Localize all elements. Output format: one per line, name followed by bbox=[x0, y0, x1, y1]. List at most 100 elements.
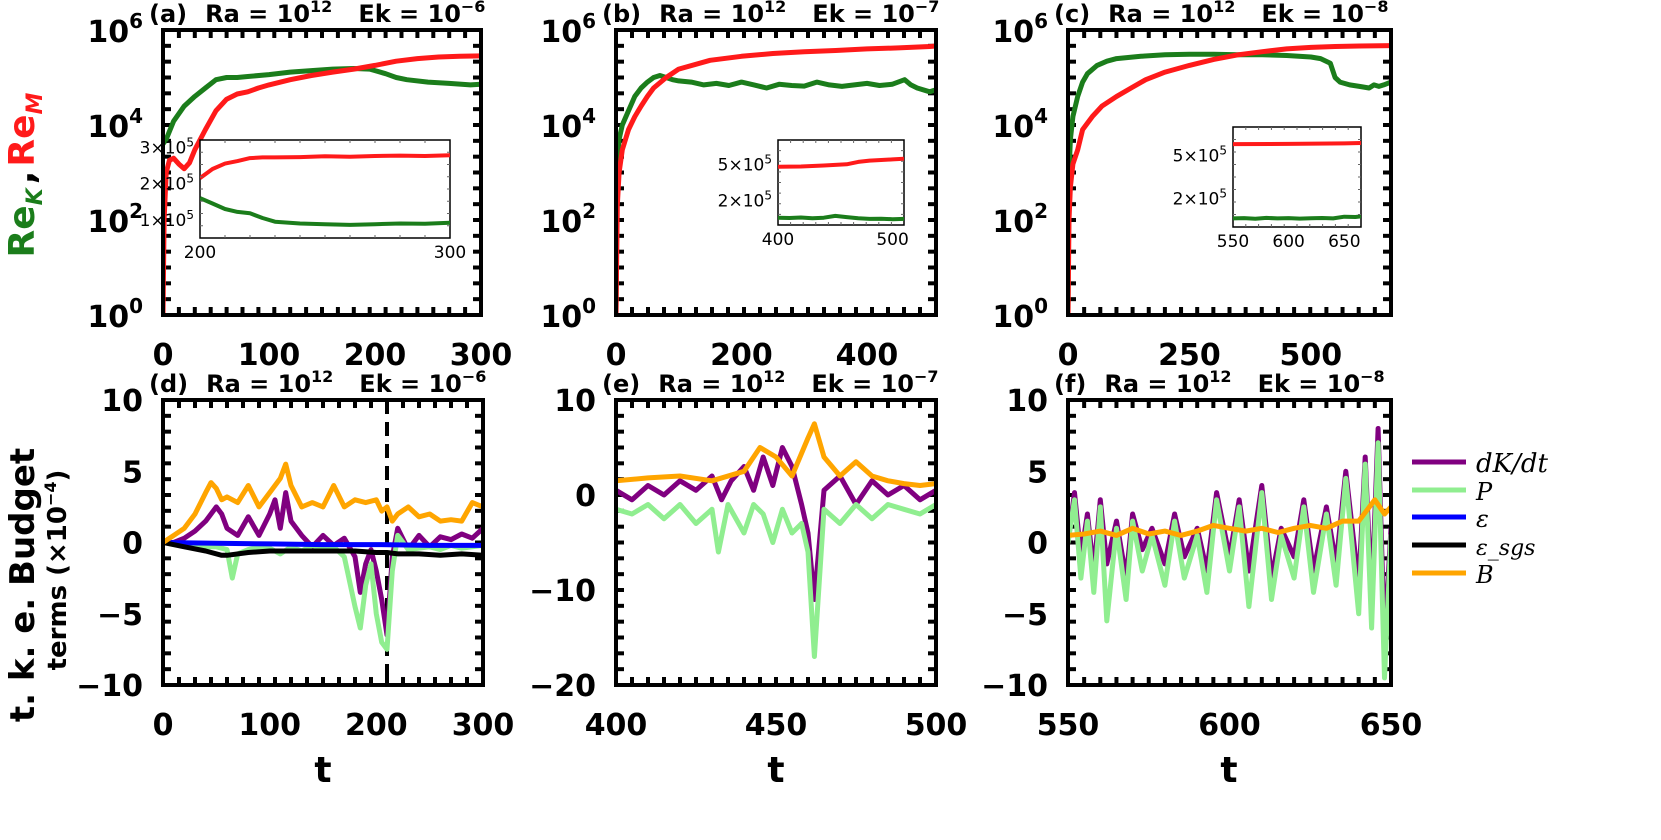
panel-letter: (e) bbox=[602, 370, 640, 398]
ra-label: Ra = 10 bbox=[1108, 0, 1213, 28]
ytick-label-c: 104 bbox=[992, 104, 1048, 145]
ytick-label-a: 106 bbox=[87, 9, 143, 50]
xtick-label-c: 0 bbox=[1058, 338, 1079, 373]
series-a-re_m bbox=[163, 53, 481, 315]
ytick-label-b: 102 bbox=[540, 199, 596, 240]
ytick-label-a: 100 bbox=[87, 294, 143, 335]
top-ylabel-rek: Re bbox=[2, 205, 43, 257]
inset-series-c-re_k bbox=[1233, 214, 1361, 221]
ytick-exp: 4 bbox=[129, 104, 143, 128]
ytick-base: 10 bbox=[540, 110, 582, 145]
ytick-label-d: −10 bbox=[76, 669, 143, 704]
ek-label: Ek = 10 bbox=[359, 370, 462, 398]
ytick-base: 10 bbox=[992, 110, 1034, 145]
xtick-label-d: 0 bbox=[153, 708, 174, 743]
inset-ytick-exp: 5 bbox=[186, 208, 194, 222]
ytick-label-b: 100 bbox=[540, 294, 596, 335]
ytick-exp: 2 bbox=[129, 199, 143, 223]
xtick-label-e: 400 bbox=[585, 708, 648, 743]
ra-label: Ra = 10 bbox=[1104, 370, 1209, 398]
ytick-label-c: 102 bbox=[992, 199, 1048, 240]
frame-a bbox=[161, 28, 483, 317]
xtick-label-d: 100 bbox=[238, 708, 301, 743]
ytick-base: 10 bbox=[992, 205, 1034, 240]
ra-label: Ra = 10 bbox=[658, 370, 763, 398]
inset-xtick-label-a: 200 bbox=[184, 243, 216, 263]
ek-exp: −8 bbox=[1360, 367, 1385, 386]
xtick-label-b: 200 bbox=[710, 338, 773, 373]
inset-series-group-b bbox=[778, 156, 904, 222]
ra-exp: 12 bbox=[1209, 367, 1231, 386]
ytick-base: 10 bbox=[87, 110, 129, 145]
series-b-re_k bbox=[616, 73, 936, 315]
top-ylabel-comma: , bbox=[2, 171, 43, 185]
inset-ytick-label-b: 2×105 bbox=[718, 189, 772, 212]
panel-f: 550 600 650 −10 −5 0 5 10 (f) Ra = 1012 Ek = 10−8 bbox=[981, 367, 1422, 743]
ytick-base: 10 bbox=[87, 205, 129, 240]
ra-exp: 12 bbox=[764, 0, 786, 16]
xtick-label-b: 0 bbox=[606, 338, 627, 373]
ytick-exp: 4 bbox=[582, 104, 596, 128]
ytick-label-f: −10 bbox=[981, 669, 1048, 704]
ytick-label-c: 100 bbox=[992, 294, 1048, 335]
legend: dK/dt P ε ε_sgs B bbox=[1412, 449, 1548, 589]
panel-title-b: (b) Ra = 1012 Ek = 10−7 bbox=[602, 0, 939, 28]
panel-letter: (b) bbox=[602, 0, 641, 28]
legend-label-p: P bbox=[1475, 478, 1493, 506]
ytick-label-f: 5 bbox=[1027, 455, 1048, 490]
xtick-label-f: 650 bbox=[1360, 708, 1423, 743]
inset-ytick-exp: 5 bbox=[1219, 144, 1227, 158]
ytick-base: 10 bbox=[540, 205, 582, 240]
inset-series-b-re_k bbox=[778, 213, 904, 222]
inset-ytick-label-a: 3×105 bbox=[140, 135, 194, 158]
panel-title-d: (d) Ra = 1012 Ek = 10−6 bbox=[149, 367, 486, 398]
ek-exp: −7 bbox=[914, 367, 939, 386]
series-d-epsilon_sgs bbox=[163, 540, 483, 558]
xtick-label-e: 500 bbox=[905, 708, 968, 743]
ek-exp: −6 bbox=[462, 367, 487, 386]
ytick-exp: 2 bbox=[1034, 199, 1048, 223]
inset-ytick-label-c: 2×105 bbox=[1173, 186, 1227, 209]
top-ylabel-rek-sub: K bbox=[23, 186, 48, 205]
inset-ytick-label-a: 2×105 bbox=[140, 172, 194, 195]
bottom-ylabel-exp: −4 bbox=[41, 481, 60, 506]
panel-title-c: (c) Ra = 1012 Ek = 10−8 bbox=[1054, 0, 1388, 28]
ytick-exp: 0 bbox=[129, 294, 143, 318]
inset-xtick-label-b: 400 bbox=[762, 230, 794, 250]
inset-frame-b bbox=[777, 139, 905, 226]
inset-series-a-re_m bbox=[200, 153, 450, 180]
inset-series-b-re_m bbox=[778, 156, 904, 169]
inset-ytick-base: 3×10 bbox=[140, 138, 187, 158]
ytick-label-d: 0 bbox=[122, 527, 143, 562]
inset-ytick-label-b: 5×105 bbox=[718, 152, 772, 175]
xtick-label-b: 400 bbox=[836, 338, 899, 373]
xlabel-d: t bbox=[314, 750, 331, 791]
ek-label: Ek = 10 bbox=[358, 0, 461, 28]
xtick-label-a: 300 bbox=[450, 338, 513, 373]
xtick-label-c: 250 bbox=[1158, 338, 1221, 373]
series-group-d bbox=[163, 461, 483, 652]
bottom-ylabel-line2-text: terms (×10 bbox=[43, 506, 73, 670]
series-group-f bbox=[1068, 426, 1391, 681]
xtick-label-f: 600 bbox=[1198, 708, 1261, 743]
legend-label-b: B bbox=[1475, 561, 1494, 589]
inset-ytick-exp: 5 bbox=[186, 135, 194, 149]
panel-e: 400 450 500 −20 −10 0 10 (e) Ra = 1012 Ek = 10−7 bbox=[529, 367, 967, 743]
frame-f bbox=[1066, 398, 1393, 687]
inset-ytick-exp: 5 bbox=[1219, 186, 1227, 200]
ek-exp: −8 bbox=[1364, 0, 1389, 16]
ytick-label-d: 5 bbox=[122, 455, 143, 490]
ek-exp: −7 bbox=[915, 0, 940, 16]
series-e-p bbox=[616, 502, 936, 659]
frame-b bbox=[614, 28, 938, 317]
frame-ticks-e bbox=[616, 400, 936, 685]
series-e-dkdt bbox=[616, 445, 936, 602]
ytick-base: 10 bbox=[540, 15, 582, 50]
ytick-label-e: −20 bbox=[529, 669, 596, 704]
ytick-base: 10 bbox=[992, 300, 1034, 335]
ytick-exp: 2 bbox=[582, 199, 596, 223]
legend-label-dkdt: dK/dt bbox=[1476, 449, 1548, 479]
